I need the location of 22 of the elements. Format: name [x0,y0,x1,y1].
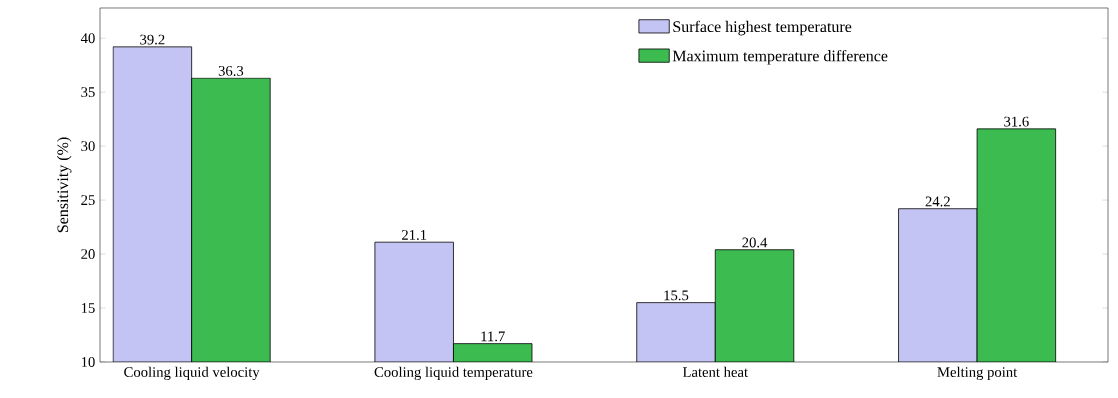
data-label: 24.2 [925,196,950,207]
data-label: 11.7 [481,331,505,342]
y-tick-label: 20 [81,249,95,260]
data-label: 39.2 [140,34,165,45]
y-tick-label: 10 [81,357,95,367]
data-label: 31.6 [1004,116,1029,127]
data-label: 36.3 [218,65,244,76]
y-tick-label: 30 [81,141,95,152]
x-tick-label: Cooling liquid velocity [124,366,260,381]
y-axis-title: Sensitivity (%) [56,137,72,233]
data-label: 15.5 [664,290,689,301]
y-tick-label: 35 [81,87,95,98]
x-tick-label: Cooling liquid temperature [374,366,533,381]
x-tick-label: Melting point [937,366,1018,381]
y-tick-label: 15 [81,303,95,313]
y-tick-label: 25 [81,195,95,206]
y-tick-label: 40 [80,33,95,44]
legend-label: Surface highest temperature [673,20,852,36]
legend-label: Maximum temperature difference [672,49,888,65]
data-label: 21.1 [402,230,427,240]
x-tick-label: Latent heat [682,366,748,378]
data-label: 20.4 [742,237,768,248]
